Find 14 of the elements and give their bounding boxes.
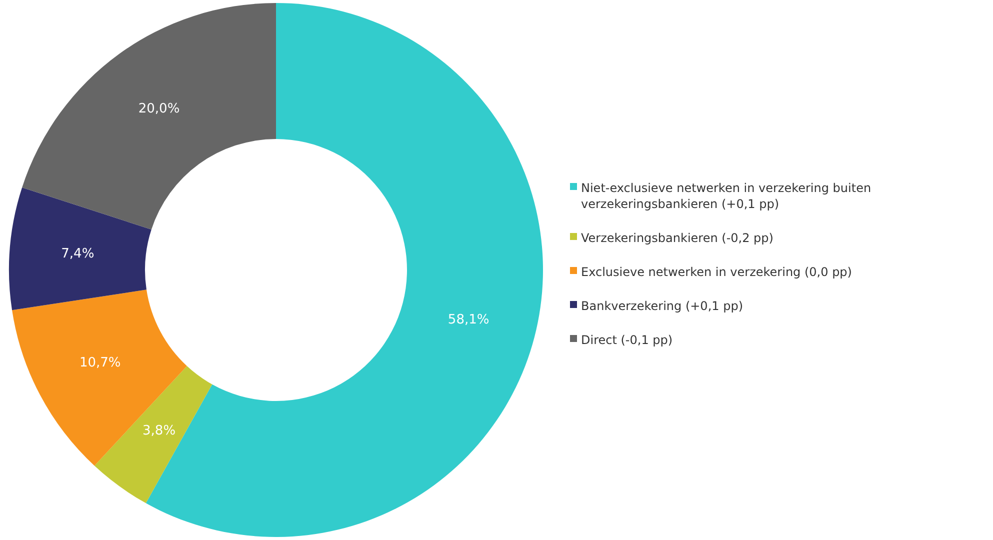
donut-slice: [94, 366, 212, 504]
data-label: 3,8%: [142, 424, 176, 439]
legend-label: Direct (-0,1 pp): [581, 333, 673, 347]
legend-label: Verzekeringsbankieren (-0,2 pp): [581, 231, 774, 245]
donut-slice: [12, 290, 187, 466]
data-label: 58,1%: [448, 312, 490, 328]
legend-label: Exclusieve netwerken in verzekering (0,0 pp): [581, 265, 852, 279]
data-label: 20,0%: [138, 102, 180, 117]
donut-slice: [9, 187, 152, 310]
data-label: 10,7%: [79, 356, 121, 371]
legend-label: Niet-exclusieve netwerken in verzekering buiten verzekeringsbankieren (+0,1 pp): [581, 181, 872, 211]
legend-label: Bankverzekering (+0,1 pp): [581, 299, 743, 313]
donut-slice: [22, 3, 276, 230]
data-label: 7,4%: [61, 246, 94, 262]
